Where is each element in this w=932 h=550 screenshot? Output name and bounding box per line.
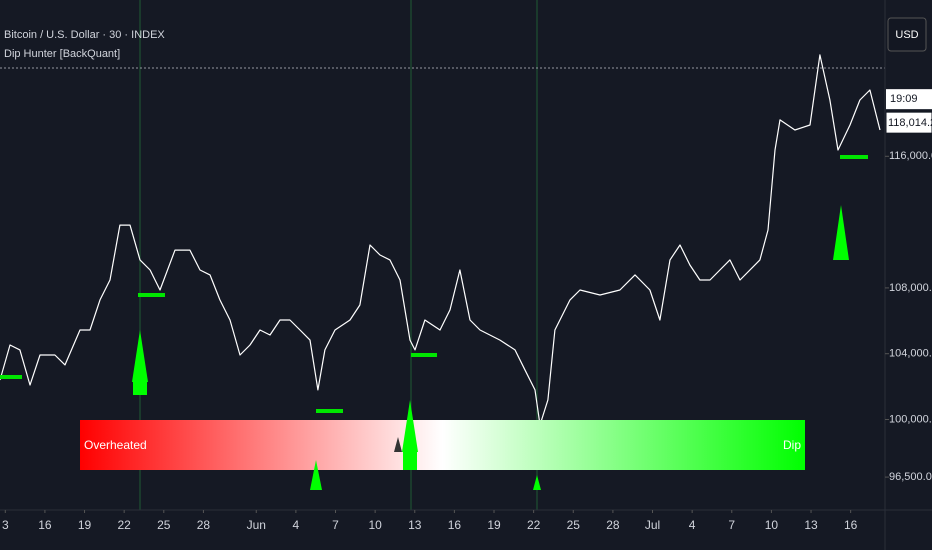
buy-signal — [533, 475, 541, 490]
x-tick-label: 16 — [844, 518, 858, 532]
dip-level — [840, 155, 868, 159]
x-tick-label: 19 — [487, 518, 501, 532]
x-tick-label: 22 — [117, 518, 131, 532]
x-tick-label: 3 — [2, 518, 9, 532]
gauge-left-label: Overheated — [84, 438, 147, 452]
indicator-name: Dip Hunter [BackQuant] — [4, 48, 120, 60]
x-tick-label: 7 — [728, 518, 735, 532]
x-tick-label: 25 — [567, 518, 581, 532]
dip-level — [138, 293, 165, 297]
x-tick-label: 7 — [332, 518, 339, 532]
buy-signal — [403, 452, 417, 470]
buy-signal — [310, 460, 322, 490]
y-tick-label: 104,000.00 — [889, 348, 932, 360]
y-tick-label: 96,500.00 — [889, 471, 932, 483]
last-price-box — [885, 111, 932, 134]
y-tick-label: 100,000.00 — [889, 413, 932, 425]
buy-signal — [133, 382, 147, 395]
dip-level — [411, 353, 437, 357]
x-tick-label: 16 — [448, 518, 462, 532]
x-tick-label: 28 — [197, 518, 211, 532]
gauge-bar — [80, 420, 805, 470]
x-tick-label: 10 — [765, 518, 779, 532]
x-tick-label: 19 — [78, 518, 92, 532]
gauge-right-label: Dip — [783, 438, 801, 452]
dip-levels — [0, 155, 868, 413]
buy-signal — [132, 330, 148, 382]
x-tick-label: 28 — [606, 518, 620, 532]
x-tick-label: Jun — [247, 518, 266, 532]
dip-level — [316, 409, 343, 413]
buy-signal — [833, 205, 849, 260]
plot — [0, 54, 881, 426]
buy-signal — [402, 400, 418, 452]
currency-box[interactable] — [887, 17, 927, 52]
price-line — [0, 54, 881, 426]
x-tick-label: 25 — [157, 518, 171, 532]
x-tick-label: 16 — [38, 518, 52, 532]
x-tick-label: Jul — [645, 518, 660, 532]
dip-level — [0, 375, 22, 379]
x-tick-label: 13 — [804, 518, 818, 532]
countdown: 19:09 — [890, 93, 918, 105]
y-tick-label: 108,000.00 — [889, 282, 932, 294]
last-price: 118,014.24 — [888, 117, 932, 129]
x-tick-label: 4 — [689, 518, 696, 532]
x-tick-label: 13 — [408, 518, 422, 532]
x-tick-label: 10 — [368, 518, 382, 532]
currency[interactable]: USD — [895, 29, 918, 41]
gauge-marker — [394, 437, 402, 452]
countdown-box — [886, 89, 932, 110]
y-tick-label: 116,000.00 — [889, 150, 932, 162]
chart-title: Bitcoin / U.S. Dollar · 30 · INDEX — [4, 29, 165, 41]
x-tick-label: 22 — [527, 518, 541, 532]
x-tick-label: 4 — [293, 518, 300, 532]
